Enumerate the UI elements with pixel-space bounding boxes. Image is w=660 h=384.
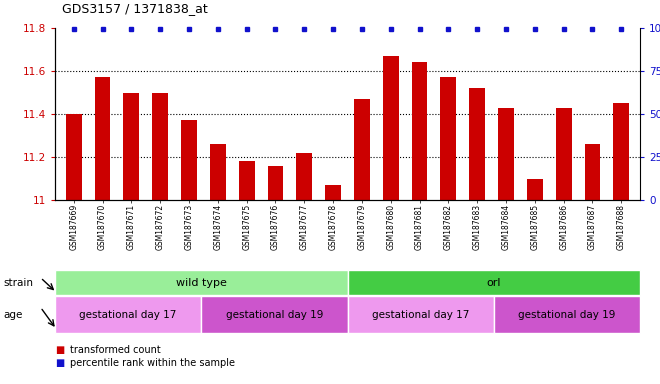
- Text: strain: strain: [3, 278, 33, 288]
- Bar: [66, 114, 82, 200]
- Bar: [354, 99, 370, 200]
- Bar: [325, 185, 341, 200]
- Text: gestational day 19: gestational day 19: [226, 310, 323, 319]
- Text: GDS3157 / 1371838_at: GDS3157 / 1371838_at: [61, 2, 207, 15]
- Bar: [94, 78, 110, 200]
- Bar: [383, 56, 399, 200]
- Bar: [201, 296, 348, 333]
- Bar: [348, 270, 640, 295]
- Bar: [181, 121, 197, 200]
- Text: ■: ■: [55, 358, 64, 368]
- Bar: [412, 62, 428, 200]
- Text: age: age: [3, 310, 22, 319]
- Bar: [613, 103, 629, 200]
- Bar: [296, 153, 312, 200]
- Bar: [440, 78, 456, 200]
- Bar: [585, 144, 601, 200]
- Bar: [267, 166, 283, 200]
- Bar: [152, 93, 168, 200]
- Bar: [55, 270, 348, 295]
- Bar: [527, 179, 543, 200]
- Text: orl: orl: [486, 278, 501, 288]
- Bar: [55, 296, 201, 333]
- Bar: [348, 296, 494, 333]
- Text: gestational day 19: gestational day 19: [518, 310, 616, 319]
- Bar: [556, 108, 572, 200]
- Bar: [498, 108, 514, 200]
- Bar: [210, 144, 226, 200]
- Text: gestational day 17: gestational day 17: [79, 310, 177, 319]
- Text: gestational day 17: gestational day 17: [372, 310, 469, 319]
- Text: transformed count: transformed count: [69, 345, 160, 355]
- Bar: [239, 161, 255, 200]
- Text: ■: ■: [55, 345, 64, 355]
- Text: percentile rank within the sample: percentile rank within the sample: [69, 358, 234, 368]
- Bar: [469, 88, 485, 200]
- Bar: [123, 93, 139, 200]
- Text: wild type: wild type: [176, 278, 226, 288]
- Bar: [494, 296, 640, 333]
